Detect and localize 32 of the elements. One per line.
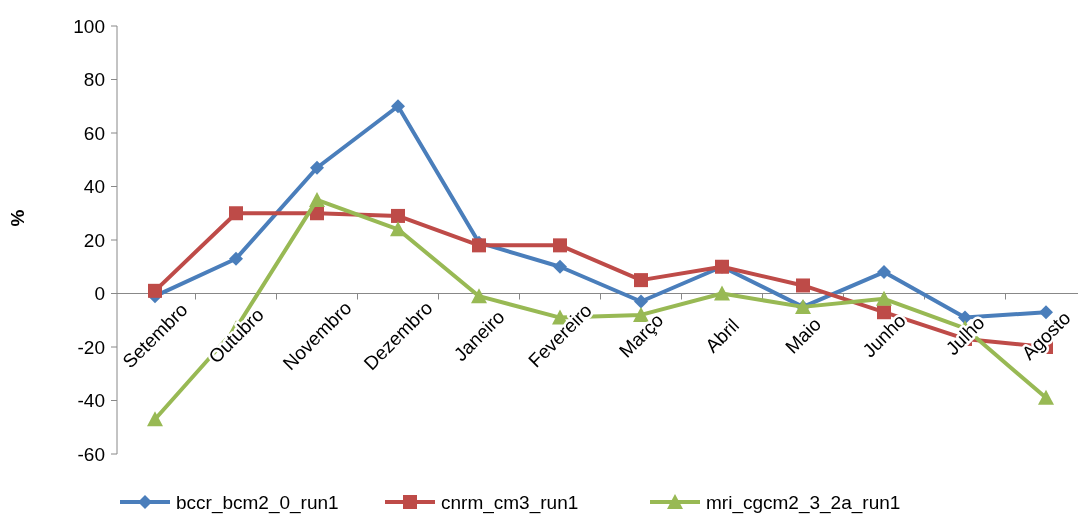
y-tick-label: -60 bbox=[77, 443, 105, 465]
point bbox=[471, 288, 487, 304]
point bbox=[309, 191, 325, 207]
point bbox=[1038, 389, 1054, 405]
y-tick-label: 80 bbox=[83, 69, 105, 91]
legend-label: cnrm_cm3_run1 bbox=[441, 491, 579, 514]
point bbox=[553, 259, 567, 274]
point bbox=[148, 283, 162, 298]
point bbox=[714, 285, 730, 301]
point bbox=[877, 265, 891, 280]
point bbox=[229, 251, 243, 266]
point bbox=[229, 206, 243, 221]
y-tick-label: 60 bbox=[83, 122, 105, 144]
point bbox=[876, 290, 892, 306]
y-tick-label: -20 bbox=[77, 336, 105, 358]
point bbox=[796, 278, 810, 293]
point bbox=[634, 294, 648, 309]
y-tick-label: 0 bbox=[94, 283, 105, 305]
point bbox=[147, 411, 163, 427]
y-tick-label: -40 bbox=[77, 390, 105, 412]
point bbox=[310, 160, 324, 175]
y-tick-label: 100 bbox=[73, 15, 105, 37]
point bbox=[553, 238, 567, 253]
point bbox=[391, 208, 405, 223]
point bbox=[391, 99, 405, 114]
point bbox=[634, 273, 648, 288]
point bbox=[390, 221, 406, 237]
legend-label: mri_cgcm2_3_2a_run1 bbox=[706, 491, 901, 514]
y-tick-label: 40 bbox=[83, 176, 105, 198]
y-axis-title: % bbox=[7, 209, 28, 227]
y-tick-label: 20 bbox=[83, 229, 105, 251]
legend-label: bccr_bcm2_0_run1 bbox=[176, 491, 339, 514]
